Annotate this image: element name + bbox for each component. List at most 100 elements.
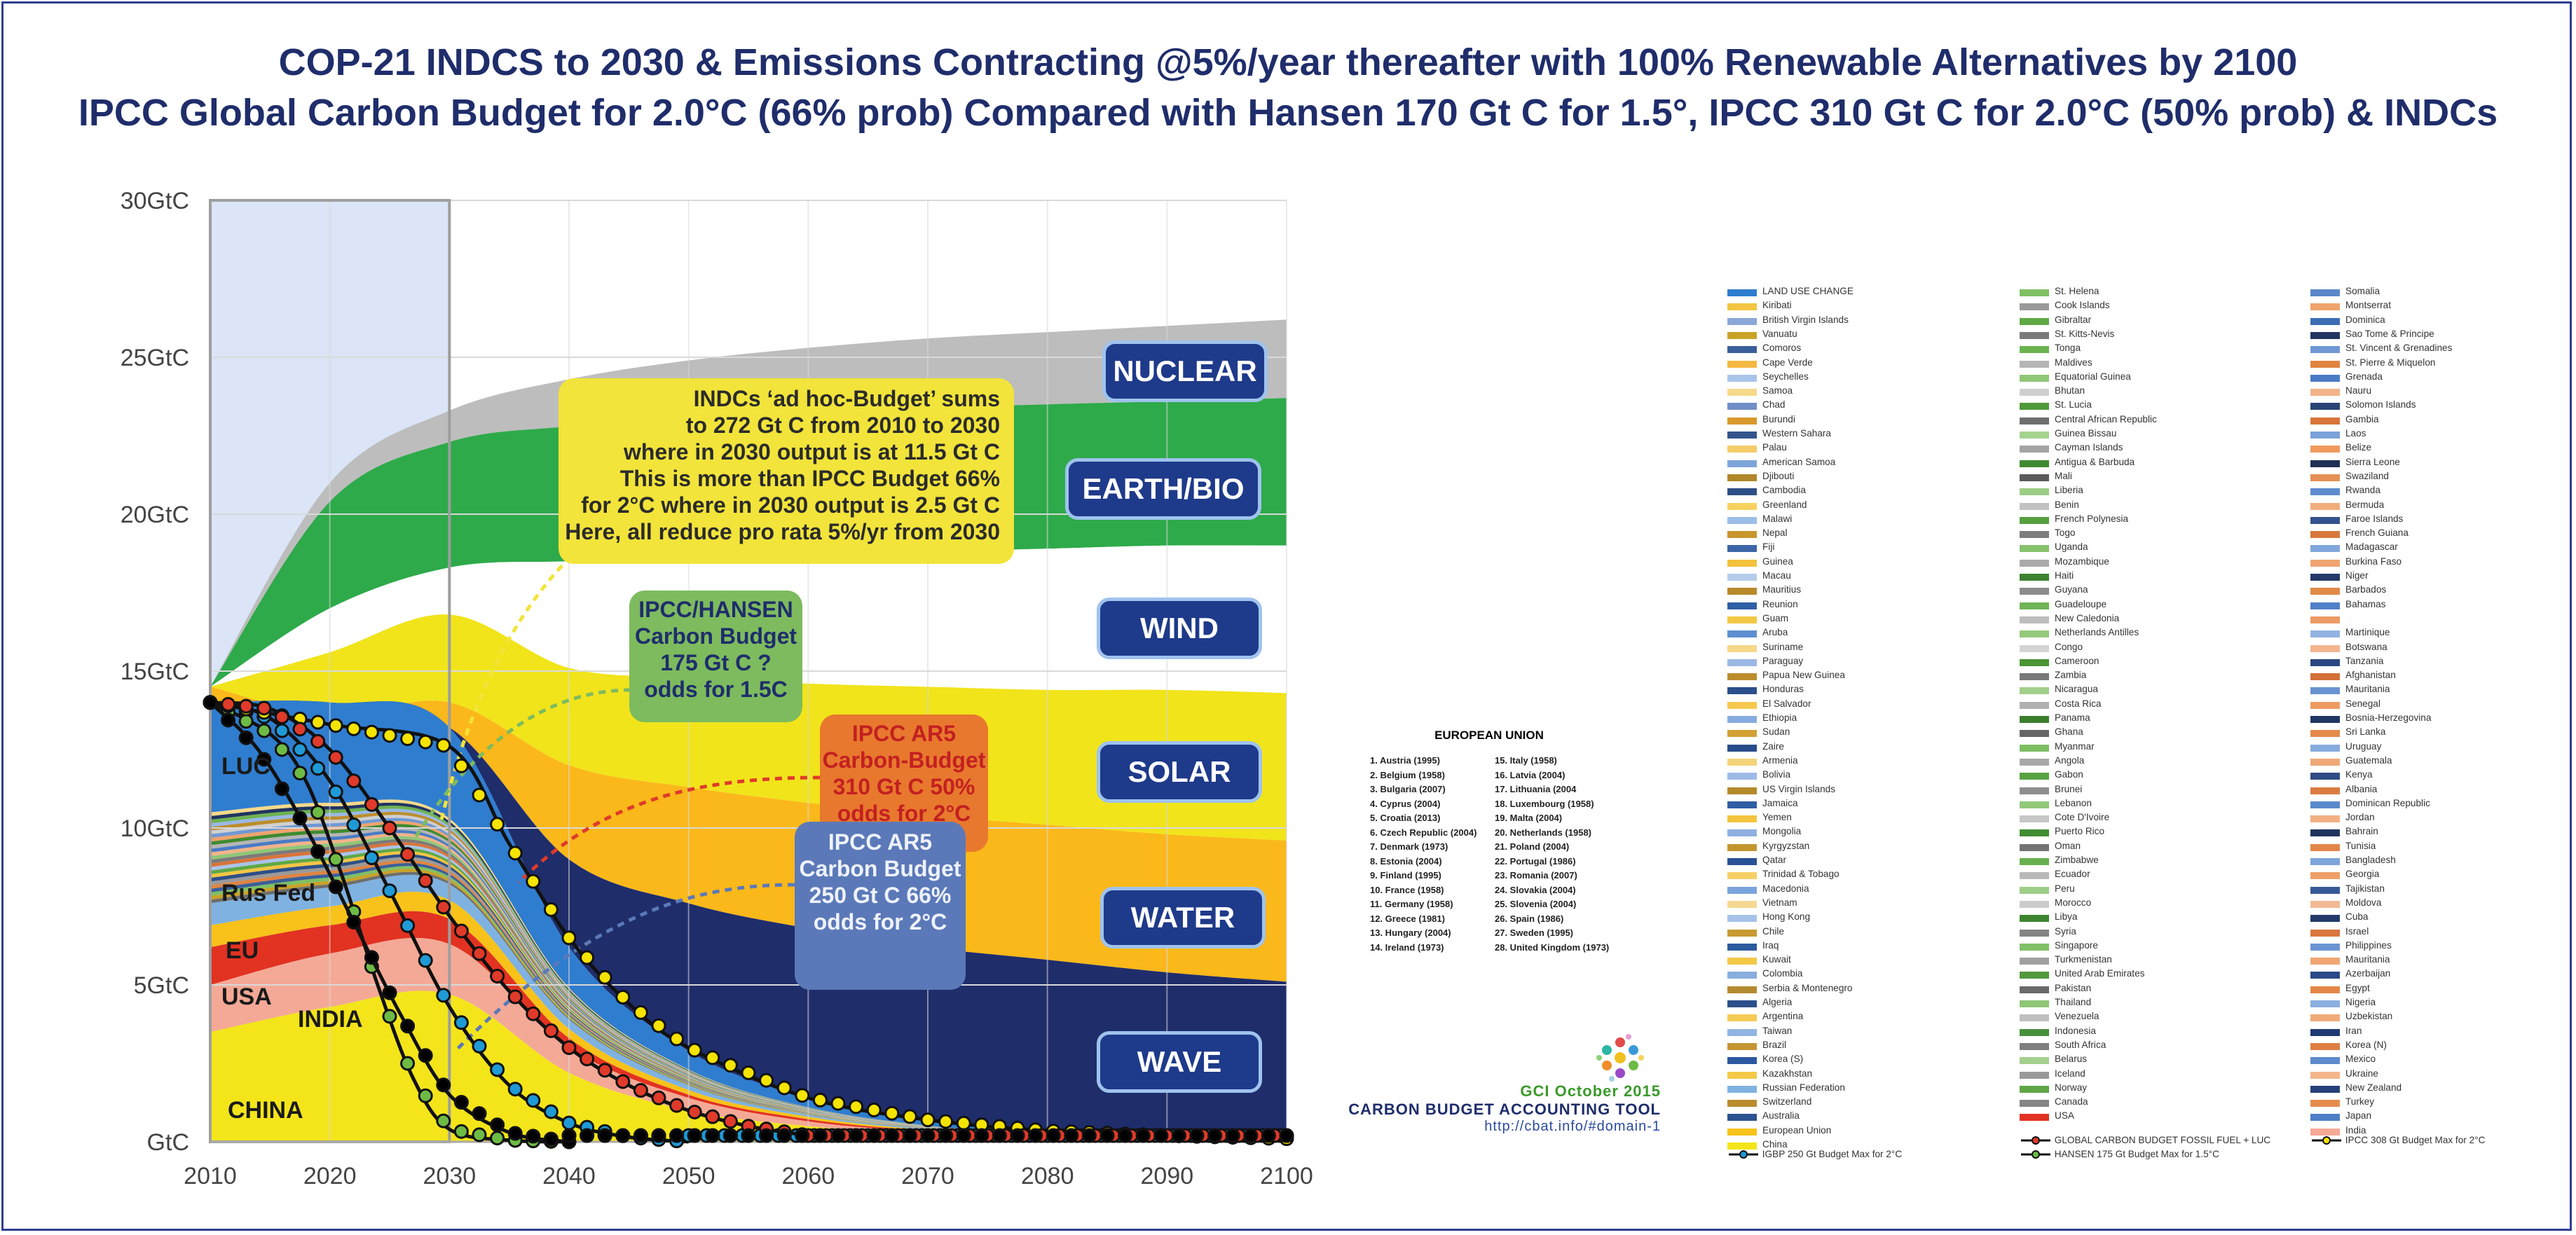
budget-line-marker: [364, 724, 379, 740]
legend-swatch: [2310, 843, 2340, 851]
budget-line-marker: [1118, 1128, 1133, 1143]
legend-swatch: [2020, 701, 2049, 709]
legend-line-item: HANSEN 175 Gt Budget Max for 1.5°C: [2020, 1149, 2219, 1160]
legend-label: Brazil: [1762, 1039, 1786, 1050]
eu-member-item: 24. Slovakia (2004): [1495, 884, 1576, 895]
eu-member-item: 8. Estonia (2004): [1370, 855, 1442, 867]
legend-label: Samoa: [1762, 385, 1793, 396]
legend-swatch: [1727, 758, 1757, 766]
budget-line-marker: [1225, 1128, 1240, 1143]
x-tick-label: 2090: [1141, 1163, 1194, 1189]
legend-swatch: [2020, 588, 2049, 595]
legend-label: Zambia: [2055, 670, 2087, 681]
budget-line-marker: [418, 1088, 433, 1103]
legend-swatch: [2310, 872, 2340, 880]
legend-label: St. Pierre & Miquelon: [2345, 357, 2436, 368]
legend-label: Haiti: [2055, 570, 2074, 581]
legend-label: Mexico: [2345, 1054, 2376, 1065]
y-tick-label: 20GtC: [121, 502, 189, 528]
legend-label: Djibouti: [1762, 470, 1795, 481]
legend-swatch: [2020, 773, 2049, 780]
budget-line-marker: [992, 1128, 1007, 1143]
budget-line-marker: [812, 1092, 828, 1108]
budget-line-marker: [472, 946, 487, 961]
budget-line-marker: [543, 902, 559, 917]
legend-swatch: [2020, 658, 2049, 666]
legend-swatch: [2020, 1100, 2049, 1108]
legend-label: Bahrain: [2345, 826, 2378, 837]
legend-swatch: [1727, 915, 1757, 923]
eu-member-item: 14. Ireland (1973): [1370, 941, 1444, 953]
legend-label: Iraq: [1762, 939, 1779, 951]
eu-member-item: 15. Italy (1958): [1495, 755, 1557, 766]
connector-hansen: [411, 688, 631, 842]
legend-swatch: [1727, 531, 1757, 539]
budget-line-marker: [382, 985, 397, 1000]
legend-swatch: [1727, 1143, 1757, 1150]
region-label-rus-fed: Rus Fed: [221, 880, 316, 906]
x-tick-label: 2100: [1260, 1163, 1313, 1189]
legend-swatch: [1727, 1028, 1757, 1036]
legend-label: St. Kitts-Nevis: [2055, 328, 2115, 339]
legend-label: Chad: [1762, 399, 1786, 410]
legend-swatch: [2020, 787, 2049, 794]
budget-line-marker: [543, 1131, 559, 1147]
legend-swatch: [2020, 1114, 2049, 1122]
legend-swatch: [2020, 915, 2049, 923]
legend-swatch: [2310, 488, 2340, 496]
legend-swatch: [2020, 744, 2049, 752]
legend-swatch: [2020, 986, 2049, 993]
budget-line-marker: [310, 733, 326, 749]
budget-line-marker: [418, 1048, 433, 1063]
legend-swatch: [1727, 986, 1757, 993]
budget-line-marker: [507, 1126, 523, 1141]
legend-swatch: [2310, 360, 2340, 368]
region-label-eu: EU: [226, 937, 259, 964]
european-union-list: EUROPEAN UNION 1. Austria (1995) 2. Belgi…: [1370, 729, 1650, 953]
legend-swatch: [2020, 758, 2049, 766]
legend-swatch: [2310, 829, 2340, 837]
legend-swatch: [1727, 744, 1757, 752]
budget-line-marker: [849, 1099, 864, 1115]
legend-label: Turkey: [2345, 1096, 2375, 1108]
legend-swatch: [2310, 687, 2340, 695]
legend-label: Bangladesh: [2345, 855, 2396, 865]
budget-line-marker: [507, 846, 523, 861]
legend-swatch: [2310, 389, 2340, 396]
region-label-usa: USA: [221, 984, 272, 1010]
legend-label: Niger: [2345, 570, 2369, 581]
legend-label: Sierra Leone: [2345, 456, 2400, 467]
legend-swatch: [2020, 943, 2049, 951]
legend-swatch: [2310, 432, 2340, 439]
legend-label: Cuba: [2345, 911, 2369, 923]
y-tick-label: GtC: [147, 1129, 189, 1156]
legend-label: Netherlands Antilles: [2055, 627, 2139, 638]
legend-swatch: [2310, 303, 2340, 311]
budget-line-marker: [812, 1128, 828, 1143]
eu-member-item: 4. Cyprus (2004): [1370, 798, 1441, 809]
legend-label: Gibraltar: [2055, 314, 2092, 325]
legend-swatch: [2020, 1042, 2049, 1050]
eu-member-item: 11. Germany (1958): [1370, 899, 1453, 909]
legend-swatch: [2310, 801, 2340, 808]
legend-swatch: [2020, 331, 2049, 339]
callout-indcs: INDCs ‘ad hoc-Budget’ sums to 272 Gt C f…: [559, 378, 1014, 564]
budget-line-marker: [1171, 1128, 1186, 1143]
legend-swatch: [2020, 716, 2049, 723]
legend-swatch: [1727, 801, 1757, 808]
callout-indcs-line: INDCs ‘ad hoc-Budget’ sums: [693, 386, 1000, 411]
legend-label: Madagascar: [2345, 541, 2398, 553]
legend-swatch: [1727, 502, 1757, 510]
budget-line-marker: [1153, 1128, 1169, 1143]
legend-swatch: [2020, 616, 2049, 623]
budget-line-marker: [580, 1128, 595, 1143]
budget-line-marker: [561, 1128, 577, 1143]
y-tick-label: 15GtC: [121, 658, 189, 685]
budget-line-marker: [1189, 1128, 1205, 1143]
gci-tool-name: CARBON BUDGET ACCOUNTING TOOL: [1348, 1101, 1661, 1118]
legend-label: Suriname: [1762, 641, 1804, 652]
gci-url[interactable]: http://cbat.info/#domain-1: [1484, 1119, 1661, 1134]
budget-line-marker: [722, 1058, 738, 1073]
legend-swatch: [2310, 545, 2340, 553]
legend-label: French Polynesia: [2055, 513, 2129, 524]
